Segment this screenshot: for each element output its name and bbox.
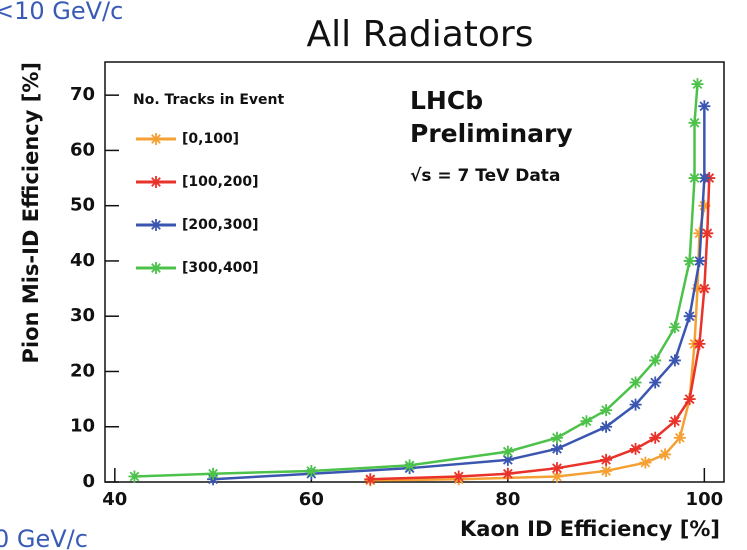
data-point bbox=[550, 470, 563, 483]
data-point bbox=[668, 321, 681, 334]
plot-frame bbox=[104, 61, 725, 483]
x-tick-label: 60 bbox=[299, 489, 324, 510]
legend-marker bbox=[150, 219, 162, 231]
data-point bbox=[629, 376, 642, 389]
data-point bbox=[688, 172, 701, 185]
annotation: Preliminary bbox=[410, 119, 573, 148]
chart-title: All Radiators bbox=[307, 14, 534, 55]
y-tick-label: 30 bbox=[70, 305, 95, 326]
data-point bbox=[639, 456, 652, 469]
data-point bbox=[550, 442, 563, 455]
data-point bbox=[683, 254, 696, 267]
data-point bbox=[207, 467, 220, 480]
data-point bbox=[691, 282, 704, 295]
data-point bbox=[305, 464, 318, 477]
x-tick-label: 40 bbox=[102, 489, 127, 510]
data-point bbox=[683, 310, 696, 323]
y-tick-label: 50 bbox=[70, 195, 95, 216]
data-point bbox=[701, 227, 714, 240]
data-point bbox=[501, 467, 514, 480]
data-point bbox=[673, 431, 686, 444]
data-point bbox=[698, 172, 711, 185]
data-point bbox=[649, 354, 662, 367]
data-point bbox=[600, 464, 613, 477]
legend-label: [300,400] bbox=[182, 260, 259, 276]
data-point bbox=[128, 470, 141, 483]
series-line bbox=[213, 106, 706, 481]
data-point bbox=[691, 78, 704, 91]
data-point bbox=[452, 470, 465, 483]
data-point bbox=[659, 448, 672, 461]
slide-text: 0 GeV/c bbox=[0, 525, 88, 550]
data-point bbox=[688, 116, 701, 129]
legend-label: [200,300] bbox=[182, 217, 259, 233]
data-point bbox=[580, 415, 593, 428]
data-point bbox=[364, 473, 377, 486]
data-point bbox=[501, 453, 514, 466]
data-point bbox=[698, 100, 711, 113]
legend-label: [100,200] bbox=[182, 174, 259, 190]
x-axis-label: Kaon ID Efficiency [%] bbox=[460, 517, 720, 541]
y-axis-label: Pion Mis-ID Efficiency [%] bbox=[19, 62, 43, 363]
data-point bbox=[550, 462, 563, 475]
data-point bbox=[649, 431, 662, 444]
annotation: √s = 7 TeV Data bbox=[410, 166, 560, 186]
legend-marker bbox=[150, 262, 162, 274]
data-point bbox=[501, 445, 514, 458]
legend-marker bbox=[150, 176, 162, 188]
legend-label: [0,100] bbox=[182, 131, 239, 147]
data-point bbox=[693, 337, 706, 350]
annotation: LHCb bbox=[410, 86, 483, 115]
data-point bbox=[693, 254, 706, 267]
data-point bbox=[693, 227, 706, 240]
y-tick-label: 10 bbox=[70, 416, 95, 437]
legend-title: No. Tracks in Event bbox=[133, 92, 284, 108]
x-tick-label: 100 bbox=[686, 489, 724, 510]
series-line bbox=[370, 205, 706, 482]
data-point bbox=[550, 431, 563, 444]
slide-text: <10 GeV/c bbox=[0, 0, 123, 25]
y-tick-label: 70 bbox=[70, 84, 95, 105]
data-point bbox=[629, 398, 642, 411]
data-point bbox=[683, 393, 696, 406]
data-point bbox=[600, 404, 613, 417]
data-point bbox=[668, 415, 681, 428]
legend-marker bbox=[150, 133, 162, 145]
data-point bbox=[403, 459, 416, 472]
data-point bbox=[698, 199, 711, 212]
data-point bbox=[668, 354, 681, 367]
y-tick-label: 40 bbox=[70, 250, 95, 271]
y-tick-label: 60 bbox=[70, 139, 95, 160]
data-point bbox=[649, 376, 662, 389]
x-tick-label: 80 bbox=[495, 489, 520, 510]
y-tick-label: 20 bbox=[70, 360, 95, 381]
data-point bbox=[600, 420, 613, 433]
data-point bbox=[629, 442, 642, 455]
data-point bbox=[600, 453, 613, 466]
data-point bbox=[698, 282, 711, 295]
y-tick-label: 0 bbox=[82, 471, 95, 492]
